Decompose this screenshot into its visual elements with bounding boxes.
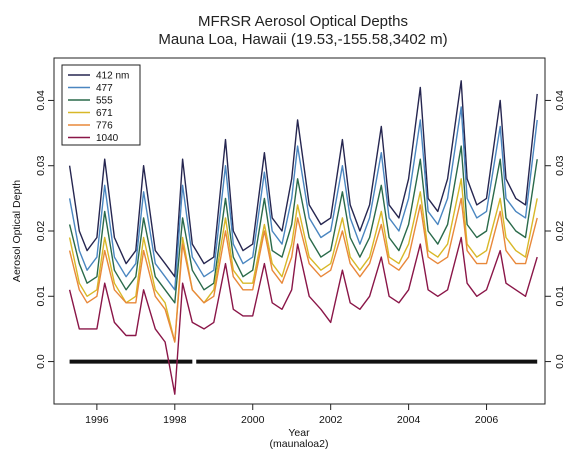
series-line-671 — [68, 178, 538, 343]
x-tick-label: 2006 — [475, 414, 499, 426]
legend-label: 671 — [96, 108, 113, 119]
series-line-412-nm — [68, 80, 538, 278]
x-axis-label: Year — [288, 427, 310, 439]
y-tick-label-left: 0.02 — [35, 221, 47, 242]
legend-label: 412 nm — [96, 71, 129, 82]
y-tick-label-left: 0.0 — [35, 354, 47, 369]
series-lines — [68, 80, 538, 395]
x-tick-label: 1998 — [163, 414, 187, 426]
chart-subtitle: Mauna Loa, Hawaii (19.53,-155.58,3402 m) — [158, 31, 447, 48]
x-tick-label: 2000 — [241, 414, 265, 426]
legend-label: 477 — [96, 83, 113, 94]
legend-label: 1040 — [96, 133, 119, 144]
y-tick-label-right: 0.0 — [554, 354, 566, 369]
y-axis-right: 0.0 0.01 0.02 0.03 0.04 — [545, 90, 566, 369]
x-tick-label: 1996 — [85, 414, 109, 426]
legend-label: 776 — [96, 121, 113, 132]
y-tick-label-left: 0.04 — [35, 90, 47, 111]
legend-box — [61, 64, 141, 146]
x-tick-label: 2004 — [397, 414, 421, 426]
y-tick-label-right: 0.02 — [554, 221, 566, 242]
x-axis-sublabel: (maunaloa2) — [270, 438, 329, 450]
y-tick-label-right: 0.01 — [554, 286, 566, 307]
x-axis: 1996 1998 2000 2002 2004 2006 — [85, 404, 498, 426]
y-axis-label: Aerosol Optical Depth — [11, 180, 23, 282]
series-line-1040 — [68, 236, 538, 395]
y-tick-label-right: 0.03 — [554, 155, 566, 176]
y-axis-left: 0.0 0.01 0.02 0.03 0.04 — [35, 90, 54, 369]
series-line-776 — [68, 197, 538, 343]
series-line-555 — [68, 145, 538, 304]
y-tick-label-left: 0.03 — [35, 155, 47, 176]
series-line-477 — [68, 106, 538, 291]
y-tick-label-right: 0.04 — [554, 90, 566, 111]
legend-label: 555 — [96, 96, 113, 107]
x-tick-label: 2002 — [319, 414, 343, 426]
chart-title: MFRSR Aerosol Optical Depths — [198, 13, 408, 30]
y-tick-label-left: 0.01 — [35, 286, 47, 307]
